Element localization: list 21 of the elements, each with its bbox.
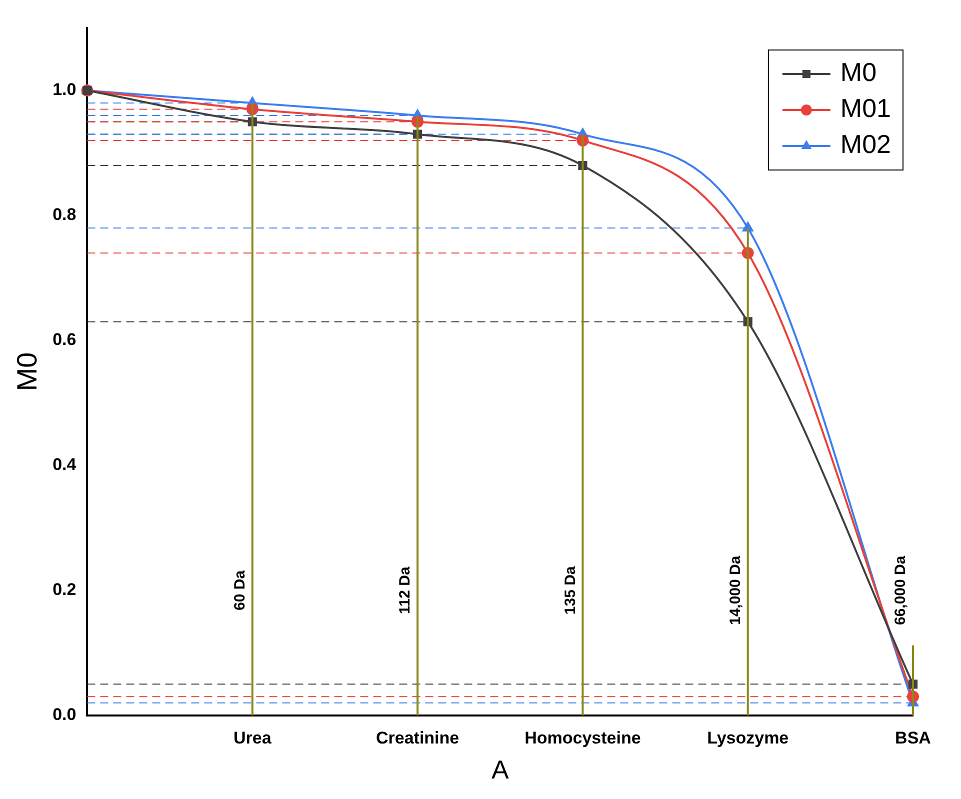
ref-line-label: 60 Da [232, 570, 249, 610]
y-tick-label: 1.0 [52, 80, 76, 100]
x-tick-label: Urea [233, 728, 272, 748]
ref-line-label: 14,000 Da [726, 555, 744, 626]
legend-label: M02 [840, 129, 891, 160]
y-axis-title: M0 [12, 352, 43, 392]
x-tick-label: BSA [895, 728, 931, 748]
y-tick-label: 0.0 [52, 705, 76, 724]
x-tick-label: Creatinine [376, 728, 460, 748]
y-tick-label: 0.6 [52, 330, 76, 350]
legend-label: M01 [840, 93, 891, 124]
y-tick-label: 0.4 [52, 455, 77, 474]
x-tick-label: Lysozyme [707, 728, 789, 748]
y-tick-label: 0.2 [52, 580, 76, 600]
ref-line-label: 66,000 Da [892, 555, 910, 626]
x-tick-label: Homocysteine [524, 728, 641, 748]
y-tick-label: 0.8 [52, 205, 76, 224]
ref-line-label: 135 Da [562, 566, 579, 615]
legend-label: M0 [840, 57, 877, 88]
ref-line-label: 112 Da [396, 566, 414, 614]
x-axis-title: A [491, 754, 510, 785]
